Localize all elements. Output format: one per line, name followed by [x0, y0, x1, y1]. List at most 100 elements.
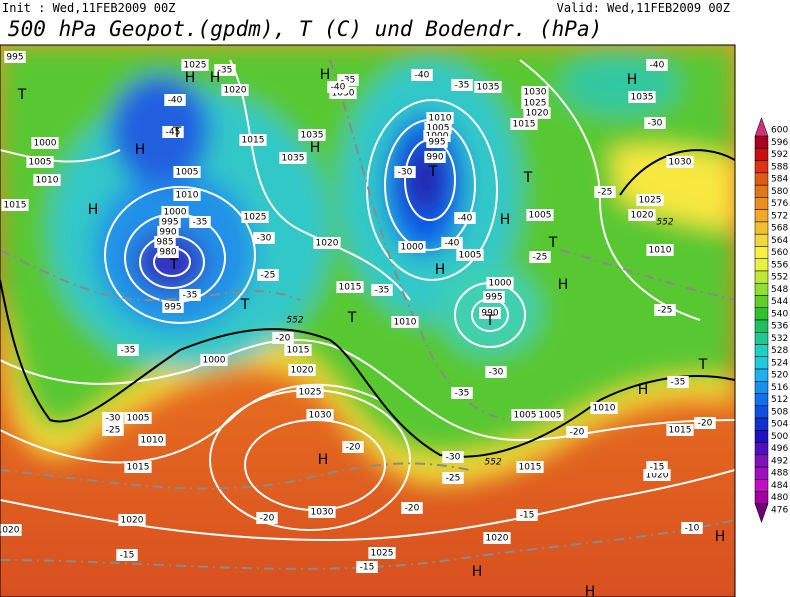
pressure-label: 985: [156, 238, 173, 248]
temperature-label: -45: [166, 128, 181, 138]
temperature-label: -40: [445, 239, 460, 249]
colorbar-swatch: [754, 246, 769, 259]
pressure-label: 1020: [631, 211, 654, 221]
colorbar-label: 552: [771, 273, 788, 283]
temperature-label: -25: [658, 306, 673, 316]
temperature-label: -25: [261, 271, 276, 281]
colorbar-label: 524: [771, 358, 788, 368]
temperature-label-box: [164, 94, 186, 106]
pressure-label-box: [239, 134, 267, 146]
colorbar-label: 548: [771, 285, 788, 295]
pressure-label: 990: [426, 153, 443, 163]
pressure-label-box: [523, 107, 551, 119]
pressure-label: 1015: [287, 346, 310, 356]
colorbar-label: 588: [771, 162, 788, 172]
pressure-center: H: [185, 70, 196, 86]
colorbar-label: 556: [771, 260, 788, 270]
pressure-label-box: [284, 344, 312, 356]
temperature-label-box: [454, 212, 476, 224]
colorbar-label: 560: [771, 248, 788, 258]
pressure-label: 1015: [669, 426, 692, 436]
pressure-label-box: [288, 364, 316, 376]
colorbar-swatch: [754, 381, 769, 394]
colorbar-label: 544: [771, 297, 788, 307]
temperature-label: -15: [120, 551, 135, 561]
colorbar-swatch: [754, 454, 769, 468]
pressure-center: H: [135, 142, 146, 158]
colorbar-swatch: [754, 479, 769, 492]
temperature-label: -35: [193, 218, 208, 228]
colorbar-swatch: [754, 393, 769, 407]
pressure-label: 990: [481, 309, 498, 319]
pressure-label-box: [628, 209, 656, 221]
colorbar-label: 484: [771, 481, 788, 491]
colorbar-label: 592: [771, 150, 788, 160]
pressure-center: H: [318, 452, 329, 468]
pressure-label-box: [296, 386, 324, 398]
pressure-label-box: [157, 246, 179, 258]
pressure-label-box: [521, 97, 549, 109]
geopotential-label: 552: [286, 316, 303, 326]
colorbar-label: 496: [771, 444, 788, 454]
colorbar-label: 516: [771, 383, 788, 393]
pressure-center: H: [472, 564, 483, 580]
temperature-label-box: [441, 237, 463, 249]
pressure-label: 995: [164, 303, 181, 313]
temperature-label: -35: [218, 66, 233, 76]
temperature-label-box: [451, 387, 473, 399]
pressure-label: 1015: [339, 283, 362, 293]
pressure-label: 1025: [184, 61, 207, 71]
colorbar-label: 580: [771, 187, 788, 197]
pressure-label: 995: [161, 218, 178, 228]
pressure-label-box: [483, 291, 505, 303]
pressure-label-box: [521, 86, 549, 98]
pressure-label: 1010: [429, 114, 452, 124]
pressure-label: 1000: [203, 356, 226, 366]
temperature-label-box: [694, 417, 716, 429]
pressure-label-box: [4, 51, 26, 63]
colorbar-swatch: [754, 491, 769, 505]
pressure-label: 1035: [301, 131, 324, 141]
pressure-center: H: [638, 382, 649, 398]
pressure-center: T: [548, 235, 558, 251]
temperature-label-box: [162, 126, 184, 138]
temperature-label-box: [594, 186, 616, 198]
pressure-center: H: [88, 202, 99, 218]
map-title: 500 hPa Geopot.(gpdm), T (C) und Bodendr…: [8, 17, 602, 41]
pressure-label-box: [1, 199, 29, 211]
pressure-label: 1010: [36, 176, 59, 186]
colorbar-label: 600: [771, 126, 788, 136]
temperature-label: -40: [331, 83, 346, 93]
colorbar-label: 568: [771, 224, 788, 234]
colorbar-swatch: [754, 116, 769, 137]
pressure-center: T: [17, 87, 27, 103]
map-frame: [0, 44, 736, 597]
pressure-label: 1005: [127, 414, 150, 424]
pressure-center: H: [210, 70, 221, 86]
temperature-label: -20: [260, 514, 275, 524]
pressure-label-box: [483, 532, 511, 544]
temperature-label-box: [646, 59, 668, 71]
pressure-label: 1020: [224, 86, 247, 96]
temperature-label-box: [529, 251, 551, 263]
pressure-label-box: [456, 249, 484, 261]
colorbar-swatch: [754, 442, 769, 456]
temperature-label: -20: [570, 428, 585, 438]
temperature-label-box: [257, 269, 279, 281]
colorbar-swatch: [754, 233, 769, 247]
colorbar-label: 512: [771, 395, 788, 405]
pressure-label-box: [157, 226, 179, 238]
temperature-label-box: [272, 332, 294, 344]
temperature-label: -15: [650, 463, 665, 473]
pressure-label-box: [516, 461, 544, 473]
pressure-label: 1030: [311, 508, 334, 518]
colorbar-label: 476: [771, 506, 788, 516]
colorbar-label: 488: [771, 469, 788, 479]
pressure-label: 1000: [34, 139, 57, 149]
temperature-label: -20: [405, 504, 420, 514]
temperature-label-box: [342, 441, 364, 453]
pressure-center: H: [320, 67, 331, 83]
pressure-label-box: [526, 209, 554, 221]
